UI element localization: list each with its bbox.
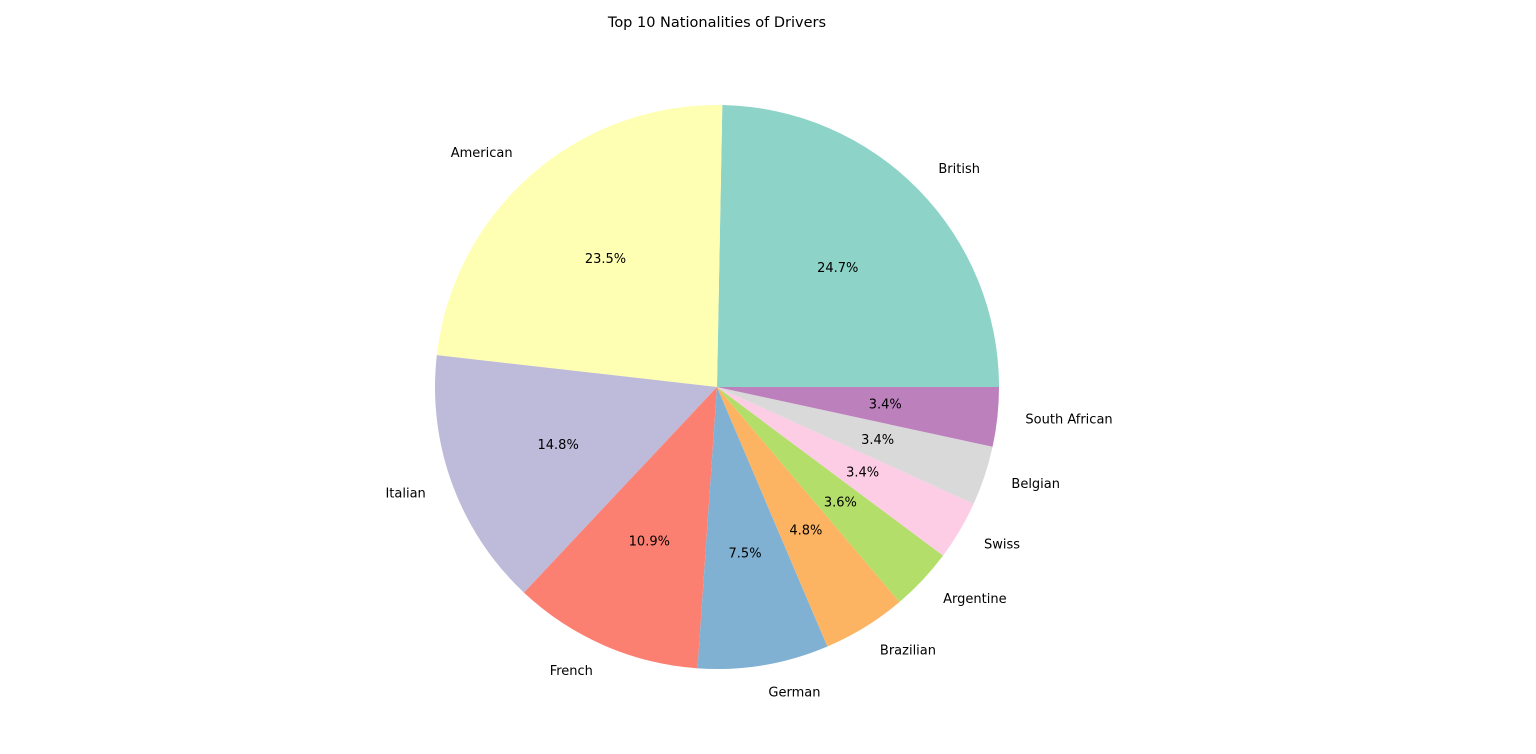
slice-swiss	[717, 387, 974, 556]
category-label-french: French	[550, 664, 593, 679]
category-labels: British American Italian French German Brazil…	[385, 146, 1112, 700]
category-label-swiss: Swiss	[984, 537, 1020, 552]
chart-title: Top 10 Nationalities of Drivers	[607, 15, 826, 31]
category-label-south-african: South African	[1025, 413, 1112, 428]
slice-french	[523, 387, 717, 669]
percent-label-south-african: 3.4%	[869, 398, 902, 413]
percent-label-french: 10.9%	[629, 535, 670, 550]
slice-belgian	[717, 387, 993, 504]
percent-label-argentine: 3.6%	[824, 495, 857, 510]
category-label-argentine: Argentine	[943, 592, 1006, 607]
slice-german	[697, 387, 828, 669]
slice-italian	[435, 355, 717, 593]
percent-label-belgian: 3.4%	[861, 433, 894, 448]
percent-label-american: 23.5%	[585, 252, 626, 267]
category-label-brazilian: Brazilian	[880, 643, 936, 658]
percent-label-german: 7.5%	[729, 546, 762, 561]
category-label-american: American	[451, 146, 513, 161]
percent-label-british: 24.7%	[817, 261, 858, 276]
percent-label-italian: 14.8%	[538, 438, 579, 453]
category-label-british: British	[938, 162, 980, 177]
slice-british	[717, 105, 999, 387]
category-label-german: German	[768, 685, 820, 700]
pie-slices	[435, 104, 999, 669]
slice-south-african	[717, 387, 999, 447]
category-label-belgian: Belgian	[1011, 477, 1060, 492]
category-label-italian: Italian	[385, 486, 425, 501]
percent-labels: 24.7% 23.5% 14.8% 10.9% 7.5% 4.8%3.6% 3.4% 3.4%…	[538, 252, 902, 561]
slice-american	[436, 104, 723, 387]
slice-argentine	[717, 387, 944, 603]
percent-label-swiss: 3.4%	[846, 466, 879, 481]
slice-brazilian	[717, 387, 900, 647]
percent-label-brazilian: 4.8%	[789, 523, 822, 538]
